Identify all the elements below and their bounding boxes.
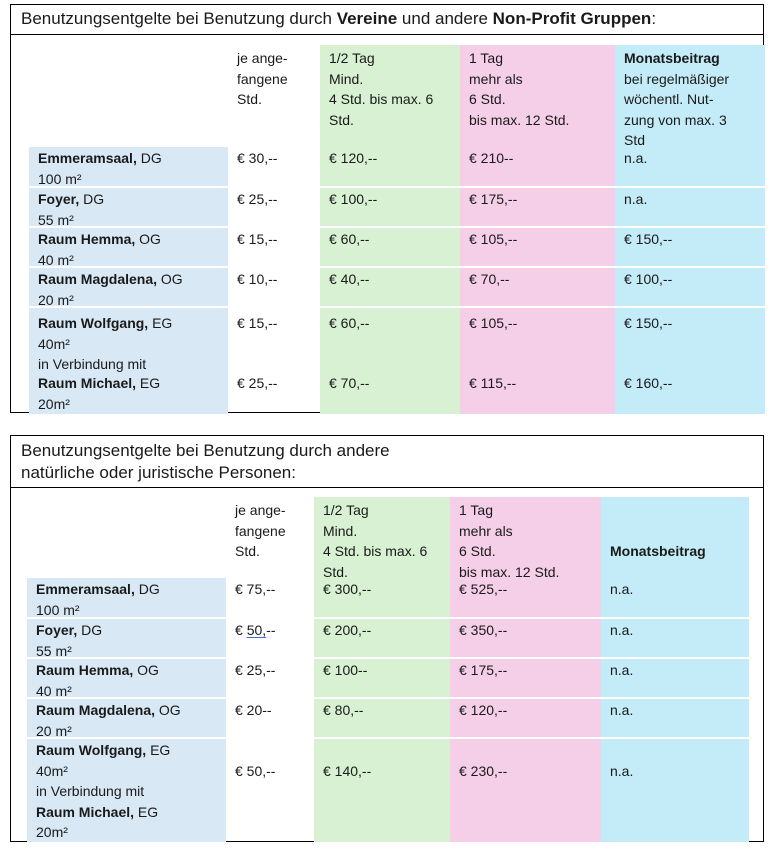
price-hour: € 50,--	[235, 763, 276, 779]
title-text: und andere	[397, 9, 493, 28]
price-half-day: € 120,--	[329, 150, 378, 166]
column-day-bg	[450, 497, 601, 842]
room-wolfgang: Raum Wolfgang, EG 40m² in Verbindung mit	[38, 315, 173, 372]
price-month: n.a.	[610, 581, 634, 597]
price-month: n.a.	[610, 662, 634, 678]
room-foyer: Foyer, DG 55 m²	[36, 622, 103, 659]
price-month: € 150,--	[624, 315, 673, 331]
title-text: Benutzungsentgelte bei Benutzung durch	[21, 9, 337, 28]
price-day: € 175,--	[469, 191, 518, 207]
price-half-day: € 60,--	[329, 231, 370, 247]
column-half-day-bg	[314, 497, 450, 842]
header-month-title: Monatsbeitrag	[624, 50, 720, 66]
row-divider	[27, 697, 749, 699]
price-hour: € 20--	[235, 702, 272, 718]
room-emmeramsaal: Emmeramsaal, DG 100 m²	[38, 150, 162, 187]
price-half-day: € 80,--	[323, 702, 364, 718]
price-hour: € 25,--	[237, 191, 278, 207]
price-hour: € 15,--	[237, 231, 278, 247]
price-half-day: € 60,--	[329, 315, 370, 331]
title-text: :	[651, 9, 657, 28]
room-emmeramsaal: Emmeramsaal, DG 100 m²	[36, 581, 160, 618]
row-divider	[29, 186, 765, 188]
price-day: € 175,--	[459, 662, 508, 678]
header-month: Monatsbeitrag	[610, 543, 706, 559]
price-day: € 210--	[469, 150, 514, 166]
table-vereine: Benutzungsentgelte bei Benutzung durch V…	[10, 4, 765, 414]
price-month: n.a.	[624, 150, 648, 166]
price-day: € 105,--	[469, 231, 518, 247]
price-month: € 160,--	[624, 375, 673, 391]
price-half-day: € 200,--	[323, 622, 372, 638]
header-hour: je ange- fangene Std.	[235, 502, 286, 559]
row-divider	[29, 266, 765, 268]
room-foyer: Foyer, DG 55 m²	[38, 191, 105, 228]
header-half-day: 1/2 Tag Mind. 4 Std. bis max. 6 Std.	[329, 50, 434, 128]
title-bold-vereine: Vereine	[336, 9, 398, 28]
room-magdalena: Raum Magdalena, OG 20 m²	[36, 702, 181, 739]
price-half-day: € 100,--	[329, 191, 378, 207]
price-half-day: € 300,--	[323, 581, 372, 597]
column-month-bg	[615, 45, 765, 414]
price-month: n.a.	[624, 191, 648, 207]
row-divider	[27, 617, 749, 619]
row-divider	[29, 226, 765, 228]
price-month: € 150,--	[624, 231, 673, 247]
header-half-day: 1/2 Tag Mind. 4 Std. bis max. 6 Std.	[323, 502, 428, 580]
header-hour: je ange- fangene Std.	[237, 50, 288, 107]
price-day: € 350,--	[459, 622, 508, 638]
price-half-day: € 100--	[323, 662, 368, 678]
header-day: 1 Tag mehr als 6 Std. bis max. 12 Std.	[459, 502, 560, 580]
table-title: Benutzungsentgelte bei Benutzung durch a…	[11, 436, 763, 488]
room-hemma: Raum Hemma, OG 40 m²	[36, 662, 159, 699]
row-divider	[27, 657, 749, 659]
header-month-desc: bei regelmäßiger wöchentl. Nut- zung von…	[624, 70, 730, 149]
price-day: € 525,--	[459, 581, 508, 597]
price-day: € 115,--	[469, 375, 517, 391]
title-bold-non-profit: Non-Profit Gruppen	[492, 9, 652, 28]
price-half-day: € 40,--	[329, 271, 370, 287]
price-month: € 100,--	[624, 271, 673, 287]
room-michael: Raum Michael, EG 20m²	[38, 375, 161, 412]
price-hour: € 25,--	[237, 375, 278, 391]
table-andere-personen: Benutzungsentgelte bei Benutzung durch a…	[10, 435, 764, 842]
room-wolfgang-michael: Raum Wolfgang, EG 40m² in Verbindung mit…	[36, 742, 171, 840]
price-month: n.a.	[610, 622, 634, 638]
price-day: € 70,--	[469, 271, 510, 287]
price-hour: € 25,--	[235, 662, 276, 678]
price-month: n.a.	[610, 763, 634, 779]
table-title: Benutzungsentgelte bei Benutzung durch V…	[11, 5, 763, 35]
price-hour: € 30,--	[237, 150, 278, 166]
header-month: Monatsbeitrag bei regelmäßiger wöchentl.…	[615, 46, 765, 151]
price-day: € 120,--	[459, 702, 508, 718]
price-day: € 230,--	[459, 763, 508, 779]
price-day: € 105,--	[469, 315, 518, 331]
column-month-bg	[601, 497, 749, 842]
room-magdalena: Raum Magdalena, OG 20 m²	[38, 271, 183, 308]
price-hour: € 10,--	[237, 271, 278, 287]
row-divider	[29, 306, 765, 308]
room-hemma: Raum Hemma, OG 40 m²	[38, 231, 161, 268]
price-half-day: € 70,--	[329, 375, 370, 391]
price-half-day: € 140,--	[323, 763, 372, 779]
column-day-bg	[460, 45, 615, 414]
price-month: n.a.	[610, 702, 634, 718]
header-day: 1 Tag mehr als 6 Std. bis max. 12 Std.	[469, 50, 570, 128]
price-hour: € 75,--	[235, 581, 276, 597]
price-hour: € 15,--	[237, 315, 278, 331]
row-divider	[27, 737, 749, 739]
column-half-day-bg	[320, 45, 460, 414]
column-room-bg	[29, 147, 228, 414]
price-hour: € 50,--	[235, 622, 276, 638]
column-room-bg	[27, 578, 226, 842]
